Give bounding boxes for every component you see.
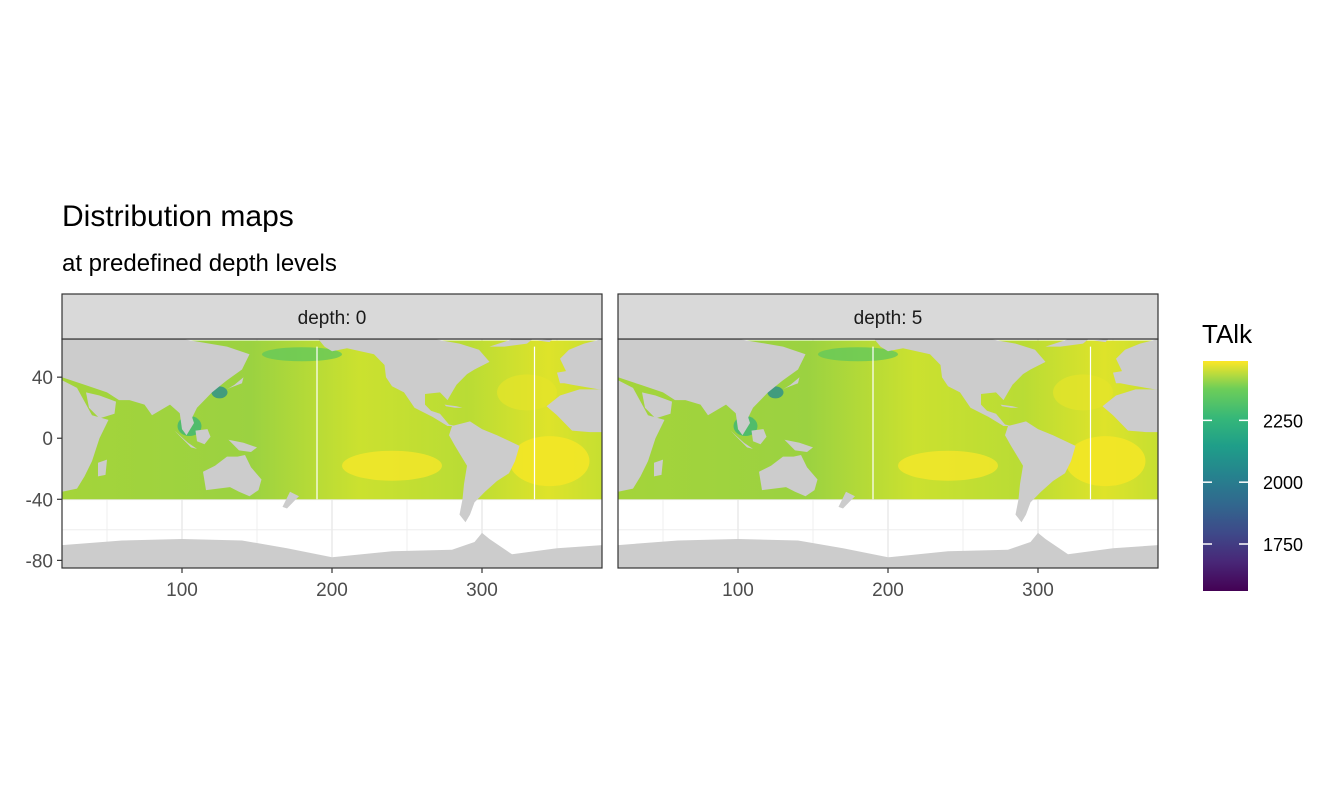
panel-2: depth: 5 100 200 300 (617, 293, 1159, 601)
land-mask (62, 339, 602, 568)
land-polygon (489, 339, 533, 347)
colorbar (1203, 361, 1248, 591)
land-polygon (654, 459, 663, 477)
land-polygon (759, 455, 818, 497)
x-tick-label: 300 (466, 580, 498, 601)
land-polygon (62, 380, 109, 492)
high-talk-region (342, 450, 442, 481)
land-polygon (1005, 421, 1076, 523)
colorbar-label: 2250 (1263, 411, 1303, 431)
land-polygon (618, 532, 1158, 568)
facet-strip (61, 293, 603, 340)
facet-strip (617, 293, 1159, 340)
land-polygon (642, 392, 672, 419)
land-polygon (557, 339, 602, 390)
land-polygon (1102, 389, 1158, 433)
x-tick-label: 100 (722, 580, 754, 601)
land-polygon (62, 339, 250, 423)
chart-subtitle: at predefined depth levels (62, 250, 337, 277)
facet-strip-label: depth: 5 (854, 308, 923, 329)
low-talk-region (262, 347, 342, 362)
land-polygon (1093, 339, 1109, 343)
land-polygon (228, 439, 257, 452)
land-polygon (751, 429, 767, 445)
y-tick-label: -40 (26, 490, 53, 511)
land-polygon (783, 371, 801, 390)
land-polygon (1113, 339, 1158, 390)
high-talk-region (497, 374, 557, 411)
land-polygon (618, 380, 665, 492)
colorbar-label: 2000 (1263, 473, 1303, 493)
colorbar-label: 1750 (1263, 535, 1303, 555)
land-polygon (203, 455, 262, 497)
land-polygon (318, 339, 490, 426)
x-tick-label: 200 (316, 580, 348, 601)
land-polygon (98, 459, 107, 477)
high-talk-region (898, 450, 998, 481)
color-legend: TAlk 2250 2000 1750 (1202, 319, 1303, 591)
land-polygon (227, 371, 245, 390)
y-tick-label: -80 (26, 551, 53, 572)
y-tick-label: 0 (42, 429, 53, 450)
y-tick-label: 40 (32, 368, 53, 389)
high-talk-region (1065, 436, 1146, 487)
land-polygon (838, 491, 855, 509)
land-mask (618, 339, 1158, 568)
land-polygon (735, 407, 750, 436)
high-talk-region (509, 436, 590, 487)
land-polygon (282, 491, 299, 509)
land-polygon (546, 389, 602, 433)
land-polygon (537, 339, 553, 343)
x-tick-label: 100 (166, 580, 198, 601)
land-polygon (618, 339, 806, 423)
x-tick-label: 300 (1022, 580, 1054, 601)
low-talk-region (818, 347, 898, 362)
land-polygon (195, 429, 211, 445)
x-tick-label: 200 (872, 580, 904, 601)
land-polygon (1000, 404, 1019, 408)
land-polygon (874, 339, 1046, 426)
land-polygon (1045, 339, 1089, 347)
land-polygon (784, 439, 813, 452)
land-polygon (449, 421, 520, 523)
high-talk-region (1053, 374, 1113, 411)
land-polygon (62, 532, 602, 568)
legend-title: TAlk (1202, 319, 1253, 349)
chart-title: Distribution maps (62, 200, 294, 233)
land-polygon (444, 404, 463, 408)
land-polygon (86, 392, 116, 419)
land-polygon (179, 407, 194, 436)
facet-strip-label: depth: 0 (298, 308, 367, 329)
